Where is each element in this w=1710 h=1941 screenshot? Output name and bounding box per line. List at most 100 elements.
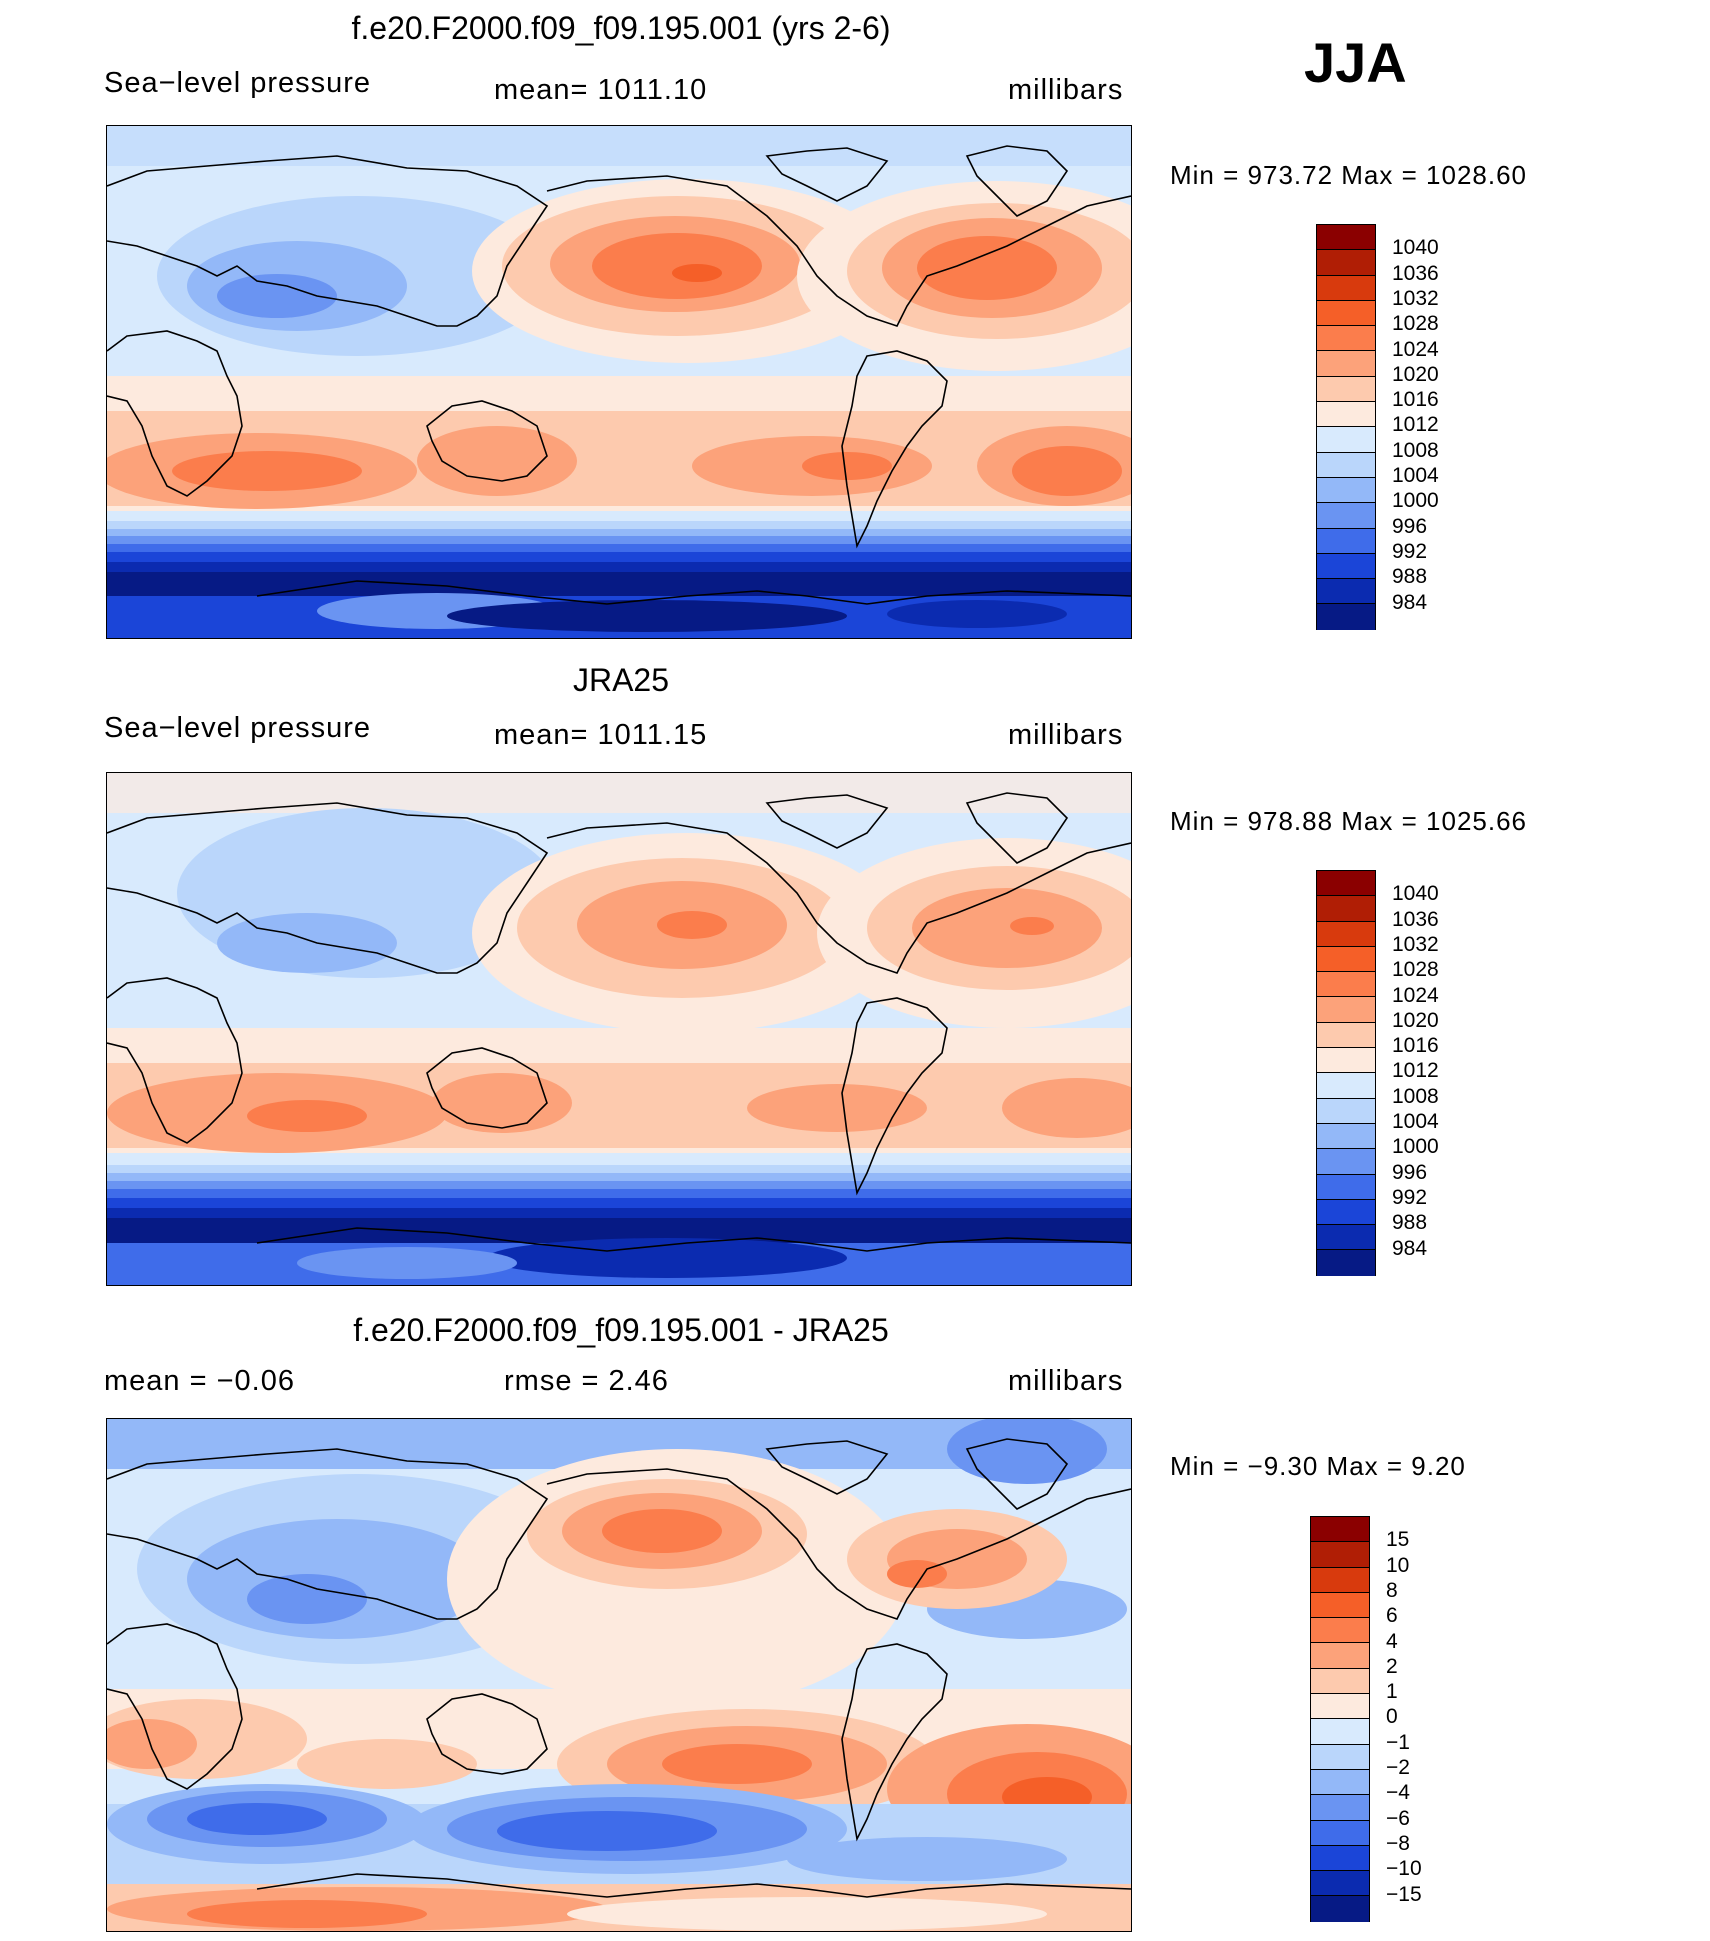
colorbar-tick-label: 992 <box>1392 1185 1428 1209</box>
colorbar-swatch <box>1311 1845 1369 1872</box>
colorbar-swatch <box>1317 1199 1375 1226</box>
panel-1-variable-label: Sea−level pressure <box>104 67 372 99</box>
colorbar-tick-label: 1016 <box>1392 388 1439 412</box>
colorbar-tick-label: 1040 <box>1392 236 1439 260</box>
panel-2-map <box>106 772 1132 1286</box>
colorbar-swatch <box>1317 871 1375 897</box>
colorbar-tick-label: 1000 <box>1392 1135 1439 1159</box>
panel-1-map <box>106 125 1132 639</box>
panel-1-mean-label: mean= 1011.10 <box>494 74 708 106</box>
colorbar-swatch <box>1311 1871 1369 1897</box>
colorbar-swatch <box>1317 604 1375 630</box>
panel-2-variable-label: Sea−level pressure <box>104 712 372 744</box>
panel-2-mean-label: mean= 1011.15 <box>494 719 708 751</box>
colorbar-swatch <box>1317 1250 1375 1276</box>
colorbar-tick-label: −15 <box>1386 1882 1422 1906</box>
colorbar-tick-label: 1000 <box>1392 489 1439 513</box>
colorbar-tick-label: 1024 <box>1392 337 1439 361</box>
colorbar-tick-label: 1004 <box>1392 464 1439 487</box>
season-label: JJA <box>1304 31 1407 94</box>
colorbar-tick-label: 1032 <box>1392 932 1439 956</box>
panel-1-minmax: Min = 973.72 Max = 1028.60 <box>1170 160 1528 190</box>
colorbar-swatch <box>1317 1225 1375 1251</box>
colorbar-tick-label: 1012 <box>1392 1059 1439 1083</box>
colorbar-swatch <box>1317 972 1375 998</box>
colorbar-tick-label: 8 <box>1386 1578 1398 1602</box>
colorbar-tick-label: −10 <box>1386 1857 1422 1881</box>
colorbar-tick-label: 988 <box>1392 1211 1428 1235</box>
colorbar-swatch <box>1317 250 1375 276</box>
colorbar-tick-label: −2 <box>1386 1756 1410 1779</box>
colorbar-tick-label: 1012 <box>1392 413 1439 437</box>
colorbar-swatch <box>1317 326 1375 352</box>
colorbar-tick-label: 1020 <box>1392 1008 1439 1032</box>
colorbar-tick-label: 1004 <box>1392 1110 1439 1133</box>
colorbar-tick-label: 1032 <box>1392 286 1439 310</box>
colorbar-swatch <box>1311 1643 1369 1669</box>
colorbar-tick-label: 1040 <box>1392 882 1439 906</box>
colorbar-swatch <box>1317 921 1375 947</box>
panel-3-minmax: Min = −9.30 Max = 9.20 <box>1170 1451 1466 1481</box>
colorbar-tick-label: 988 <box>1392 565 1428 589</box>
panel-3-mean-label: mean = −0.06 <box>104 1365 295 1397</box>
colorbar-swatch <box>1311 1618 1369 1644</box>
colorbar-swatch <box>1317 477 1375 504</box>
colorbar-swatch <box>1311 1668 1369 1695</box>
colorbar-tick-label: 4 <box>1386 1629 1398 1653</box>
colorbar-swatch <box>1311 1820 1369 1846</box>
colorbar-tick-label: 984 <box>1392 590 1428 614</box>
colorbar-tick-label: 1036 <box>1392 261 1439 285</box>
colorbar-tick-label: 6 <box>1386 1604 1398 1628</box>
colorbar-swatch <box>1317 1174 1375 1200</box>
colorbar-swatch <box>1311 1719 1369 1745</box>
panel-3-colorbar <box>1310 1516 1370 1922</box>
colorbar-swatch <box>1317 997 1375 1023</box>
colorbar-swatch <box>1311 1542 1369 1568</box>
colorbar-tick-label: 1036 <box>1392 907 1439 931</box>
colorbar-swatch <box>1317 1098 1375 1124</box>
colorbar-swatch <box>1317 225 1375 251</box>
panel-2-minmax: Min = 978.88 Max = 1025.66 <box>1170 806 1528 836</box>
colorbar-swatch <box>1317 427 1375 453</box>
colorbar-tick-label: 1020 <box>1392 362 1439 386</box>
colorbar-swatch <box>1311 1694 1369 1720</box>
colorbar-swatch <box>1317 579 1375 605</box>
colorbar-swatch <box>1311 1769 1369 1796</box>
colorbar-tick-label: 0 <box>1386 1705 1398 1729</box>
colorbar-swatch <box>1311 1567 1369 1593</box>
colorbar-tick-label: 984 <box>1392 1236 1428 1260</box>
colorbar-swatch <box>1317 1149 1375 1175</box>
colorbar-swatch <box>1317 1048 1375 1074</box>
colorbar-tick-label: 1008 <box>1392 438 1439 462</box>
colorbar-swatch <box>1317 402 1375 428</box>
colorbar-tick-label: 1008 <box>1392 1084 1439 1108</box>
colorbar-swatch <box>1317 503 1375 529</box>
colorbar-swatch <box>1317 946 1375 973</box>
colorbar-tick-label: 10 <box>1386 1553 1410 1577</box>
colorbar-swatch <box>1311 1896 1369 1922</box>
colorbar-tick-label: 2 <box>1386 1654 1398 1678</box>
colorbar-tick-label: −6 <box>1386 1806 1410 1830</box>
colorbar-swatch <box>1317 275 1375 301</box>
colorbar-swatch <box>1317 1022 1375 1049</box>
colorbar-tick-label: 996 <box>1392 514 1428 538</box>
colorbar-tick-label: 15 <box>1386 1528 1410 1552</box>
colorbar-tick-label: −1 <box>1386 1730 1410 1754</box>
colorbar-swatch <box>1317 351 1375 377</box>
colorbar-swatch <box>1317 553 1375 580</box>
colorbar-swatch <box>1311 1795 1369 1821</box>
panel-3-rmse-label: rmse = 2.46 <box>504 1365 669 1397</box>
panel-2-units-label: millibars <box>1008 719 1124 751</box>
panel-3-map <box>106 1418 1132 1932</box>
panel-3-title: f.e20.F2000.f09_f09.195.001 - JRA25 <box>353 1312 889 1348</box>
panel-1-units-label: millibars <box>1008 74 1124 106</box>
colorbar-tick-label: 992 <box>1392 539 1428 563</box>
colorbar-swatch <box>1317 452 1375 478</box>
colorbar-swatch <box>1317 376 1375 403</box>
panel-1-title: f.e20.F2000.f09_f09.195.001 (yrs 2-6) <box>351 10 891 46</box>
colorbar-swatch <box>1311 1592 1369 1619</box>
colorbar-swatch <box>1317 1073 1375 1099</box>
colorbar-swatch <box>1317 896 1375 922</box>
panel-1-colorbar <box>1316 224 1376 630</box>
colorbar-tick-label: 1028 <box>1392 958 1439 982</box>
